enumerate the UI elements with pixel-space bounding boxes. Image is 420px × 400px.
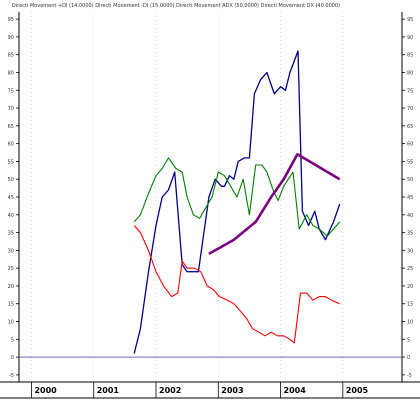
y-tick-label-right: 90 [407,35,413,41]
y-tick-label-right: 0 [407,355,410,361]
y-tick-label-left: 0 [11,355,14,361]
y-tick-label-right: 25 [407,266,413,272]
y-tick-label-left: 60 [8,142,14,148]
y-tick-label-right: 50 [407,177,413,183]
y-tick-label-left: -5 [9,373,14,379]
y-tick-label-right: 85 [407,53,413,59]
x-tick-label: 2000 [34,386,57,395]
series-line-3 [133,225,340,344]
x-tick-label: 2005 [346,386,369,395]
y-tick-label-left: 65 [8,124,14,130]
y-tick-label-left: 90 [8,35,14,41]
y-tick-label-right: -5 [407,373,412,379]
y-tick-label-left: 80 [8,70,14,76]
y-tick-label-right: 5 [407,337,410,343]
y-tick-label-left: 85 [8,53,14,59]
series-line-2 [133,157,341,237]
y-tick-label-left: 30 [8,248,14,254]
y-tick-label-left: 45 [8,195,14,201]
y-tick-label-right: 35 [407,231,413,237]
y-tick-label-left: 35 [8,231,14,237]
series-line-1 [133,50,341,354]
y-tick-label-right: 75 [407,88,413,94]
y-tick-label-left: 70 [8,106,14,112]
y-tick-label-left: 50 [8,177,14,183]
x-tick-label: 2004 [284,386,307,395]
y-tick-label-right: 20 [407,284,413,290]
y-tick-label-right: 15 [407,302,413,308]
y-tick-label-right: 65 [407,124,413,130]
y-tick-label-left: 20 [8,284,14,290]
series-layer [133,50,341,354]
y-tick-label-right: 80 [407,70,413,76]
x-tick-label: 2002 [159,386,181,395]
y-tick-label-right: 40 [407,213,413,219]
y-tick-label-right: 30 [407,248,413,254]
y-tick-label-right: 95 [407,17,413,23]
y-tick-label-right: 45 [407,195,413,201]
y-tick-label-left: 25 [8,266,14,272]
y-tick-label-left: 15 [8,302,14,308]
y-tick-label-right: 70 [407,106,413,112]
y-tick-label-left: 40 [8,213,14,219]
y-tick-label-left: 95 [8,17,14,23]
y-tick-label-right: 10 [407,320,413,326]
y-tick-label-right: 55 [407,159,413,165]
x-tick-label: 2001 [97,386,120,395]
y-tick-label-left: 10 [8,320,14,326]
y-tick-label-right: 60 [407,142,413,148]
x-tick-label: 2003 [221,386,243,395]
y-tick-label-left: 55 [8,159,14,165]
series-line-4 [208,153,341,256]
y-tick-label-left: 5 [11,337,14,343]
chart-title: Directi Movement +DI (14.0000) Directi M… [12,3,340,9]
y-tick-label-left: 75 [8,88,14,94]
